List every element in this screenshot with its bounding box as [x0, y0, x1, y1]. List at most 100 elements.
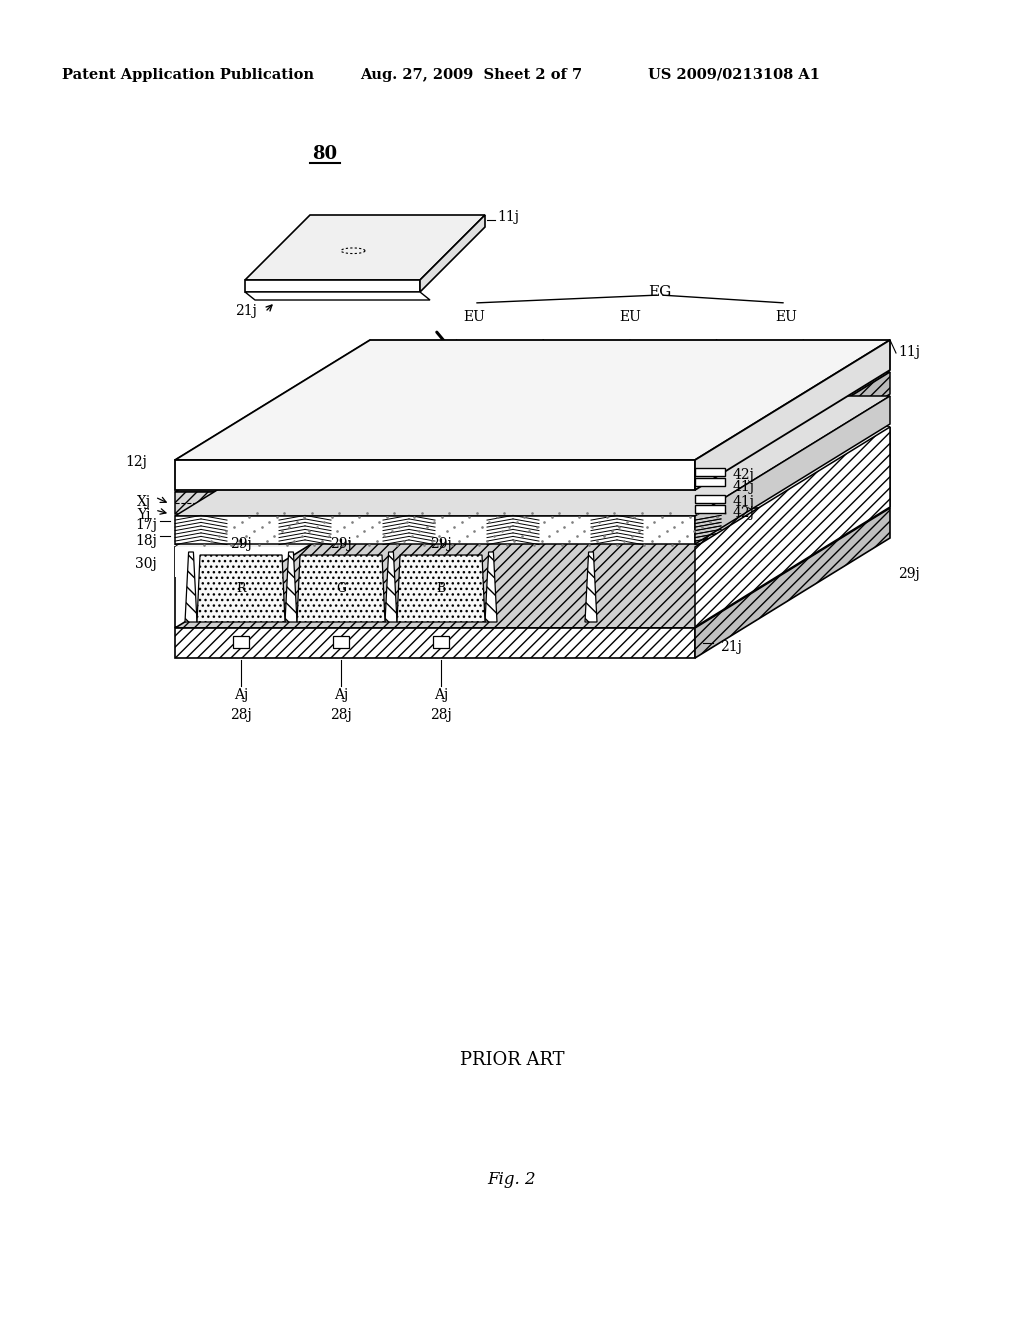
Polygon shape	[175, 546, 695, 627]
Point	[196, 535, 212, 556]
Point	[471, 535, 487, 556]
Polygon shape	[175, 492, 695, 513]
Point	[466, 521, 482, 543]
Point	[667, 516, 683, 537]
Text: PRIOR ART: PRIOR ART	[460, 1051, 564, 1069]
Point	[478, 531, 495, 552]
Text: Xj: Xj	[137, 495, 152, 510]
Polygon shape	[285, 552, 297, 622]
Point	[376, 525, 392, 546]
Point	[246, 521, 262, 543]
Point	[494, 521, 510, 543]
Point	[636, 535, 652, 556]
Point	[348, 525, 365, 546]
Point	[651, 525, 668, 546]
Text: Fig. 2: Fig. 2	[487, 1172, 537, 1188]
Point	[577, 521, 593, 543]
Text: 29j: 29j	[430, 537, 452, 550]
Polygon shape	[185, 552, 197, 622]
Polygon shape	[485, 552, 497, 622]
Point	[241, 507, 257, 528]
Point	[499, 535, 515, 556]
Polygon shape	[175, 628, 695, 657]
Point	[473, 516, 489, 537]
Point	[709, 507, 725, 528]
Text: EU: EU	[775, 310, 797, 323]
Text: 29j: 29j	[330, 537, 352, 550]
Point	[639, 516, 655, 537]
Point	[230, 531, 247, 552]
Point	[627, 507, 643, 528]
Polygon shape	[175, 396, 890, 516]
Point	[329, 521, 345, 543]
Polygon shape	[695, 396, 890, 544]
Text: 17j: 17j	[135, 517, 157, 532]
Text: Aj: Aj	[233, 688, 248, 702]
Point	[481, 511, 498, 532]
Polygon shape	[175, 546, 695, 577]
Text: 30j: 30j	[135, 557, 157, 572]
Point	[321, 525, 337, 546]
Point	[416, 535, 432, 556]
Point	[369, 531, 385, 552]
Point	[599, 507, 615, 528]
Polygon shape	[420, 215, 485, 292]
Point	[451, 531, 467, 552]
Point	[516, 507, 532, 528]
Point	[689, 502, 706, 523]
Text: 28j: 28j	[430, 708, 452, 722]
Polygon shape	[585, 552, 597, 622]
Polygon shape	[695, 495, 725, 503]
Text: Aj: Aj	[334, 688, 348, 702]
Point	[273, 521, 290, 543]
Point	[360, 535, 377, 556]
Point	[438, 521, 455, 543]
Point	[426, 511, 442, 532]
Polygon shape	[695, 426, 890, 627]
Text: EG: EG	[648, 285, 672, 300]
Point	[686, 521, 702, 543]
Text: 18j: 18j	[135, 535, 157, 548]
Point	[306, 535, 323, 556]
Point	[443, 535, 460, 556]
Text: 42j: 42j	[733, 506, 755, 520]
Point	[424, 531, 440, 552]
Point	[414, 502, 430, 523]
Point	[679, 525, 695, 546]
Point	[239, 525, 255, 546]
Point	[266, 525, 283, 546]
Point	[211, 525, 227, 546]
Point	[296, 507, 312, 528]
Text: EU: EU	[620, 310, 641, 323]
Point	[293, 525, 309, 546]
Polygon shape	[433, 636, 449, 648]
Point	[717, 502, 733, 523]
Polygon shape	[397, 554, 485, 622]
Point	[568, 525, 585, 546]
Point	[396, 531, 413, 552]
Point	[541, 525, 557, 546]
Text: 21j: 21j	[720, 640, 741, 653]
Point	[419, 516, 435, 537]
Point	[441, 502, 458, 523]
Point	[379, 507, 395, 528]
Point	[514, 525, 530, 546]
Text: Aug. 27, 2009  Sheet 2 of 7: Aug. 27, 2009 Sheet 2 of 7	[360, 69, 582, 82]
Polygon shape	[175, 426, 890, 546]
Point	[356, 521, 373, 543]
Point	[596, 525, 612, 546]
Point	[521, 521, 538, 543]
Point	[469, 502, 485, 523]
Point	[646, 511, 663, 532]
Point	[604, 521, 621, 543]
Point	[616, 531, 633, 552]
Polygon shape	[385, 552, 397, 622]
Point	[694, 516, 711, 537]
Point	[223, 535, 240, 556]
Point	[554, 535, 570, 556]
Point	[331, 502, 347, 523]
Point	[261, 511, 278, 532]
Text: 28j: 28j	[230, 708, 252, 722]
Point	[611, 516, 628, 537]
Point	[341, 531, 357, 552]
